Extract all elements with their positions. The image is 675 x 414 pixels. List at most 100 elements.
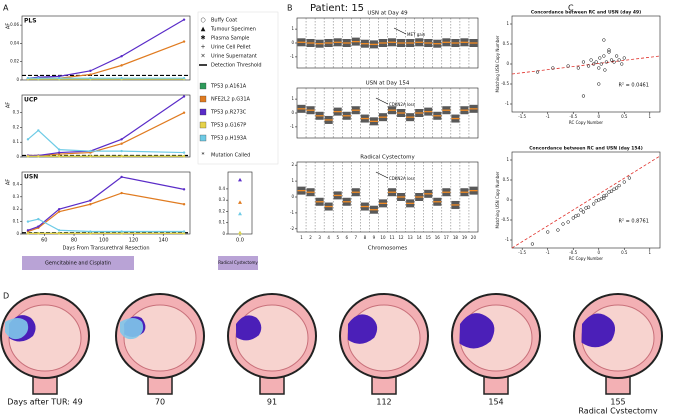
legend-label: TP53 p.A161A <box>210 84 247 90</box>
chart-title: PLS <box>24 18 37 25</box>
data-point <box>612 60 616 64</box>
y-axis-label: Matching USN Copy Number <box>495 35 500 92</box>
x-tick-label: 0.0 <box>236 238 244 244</box>
data-point <box>89 199 92 202</box>
data-point <box>26 138 30 141</box>
x-tick-label: -0.5 <box>569 250 577 255</box>
data-point <box>617 183 621 188</box>
y-tick-label: 0 <box>16 77 19 82</box>
data-point <box>566 64 570 68</box>
y-axis-label: AF <box>6 179 12 185</box>
data-point <box>579 208 583 212</box>
chart-title: Concordance between RC and USN (day 154) <box>529 146 643 152</box>
data-point <box>238 230 242 235</box>
treatment-bar <box>22 256 134 270</box>
y-tick-label: 1 <box>506 157 509 162</box>
data-point <box>602 196 606 200</box>
legend-label: Mutation Called <box>211 153 250 159</box>
y-tick-label: -0.5 <box>501 217 509 222</box>
x-tick-label: -1.5 <box>518 114 526 119</box>
series-line <box>27 176 185 231</box>
data-point <box>581 60 586 64</box>
data-point <box>37 129 40 132</box>
data-point <box>120 175 123 179</box>
y-tick-label: -1 <box>290 54 294 59</box>
y-tick-label: -0.5 <box>501 81 509 86</box>
panel-label: A <box>3 4 9 13</box>
series-line <box>27 192 185 233</box>
time-caption: Radical Cystectomy <box>578 407 657 414</box>
x-tick-label: 120 <box>129 238 139 244</box>
data-point <box>182 111 186 114</box>
series-line <box>27 112 185 157</box>
data-point <box>238 211 242 216</box>
chart-title: USN at Day 154 <box>366 81 410 87</box>
data-point <box>612 187 616 191</box>
data-point <box>57 229 61 232</box>
data-point <box>57 76 61 80</box>
data-point <box>89 203 92 206</box>
x-tick-label: 7 <box>355 235 358 240</box>
y-tick-label: 1 <box>291 26 294 31</box>
legend-box <box>197 11 279 165</box>
x-axis-label: RC Copy Number <box>569 120 603 125</box>
bladder <box>451 293 541 395</box>
legend-swatch <box>199 134 207 142</box>
data-point <box>238 177 242 182</box>
x-tick-label: 6 <box>346 235 349 240</box>
legend-label: Urine Cell Pellet <box>211 45 251 51</box>
y-axis-label: Matching USN Copy Number <box>495 171 500 228</box>
x-tick-label: 2 <box>309 235 312 240</box>
data-point <box>57 232 61 235</box>
y-tick-label: 0.3 <box>13 110 20 115</box>
data-point <box>182 188 186 191</box>
legend-symbol: ○ <box>200 17 205 24</box>
legend-symbol: ▲ <box>201 26 206 33</box>
data-point <box>602 38 606 42</box>
tumour-purple <box>459 313 495 349</box>
x-tick-label: 15 <box>426 235 432 240</box>
y-tick-label: 0 <box>291 194 294 199</box>
data-point <box>592 202 596 206</box>
plot-frame <box>21 94 191 158</box>
legend-symbol: + <box>200 44 205 51</box>
x-tick-label: 20 <box>471 235 477 240</box>
data-point <box>182 232 186 235</box>
y-tick-label: 0.5 <box>503 41 510 46</box>
y-tick-label: 1 <box>291 178 294 183</box>
data-point <box>182 230 186 233</box>
data-point <box>37 155 40 158</box>
legend-swatch <box>199 95 207 103</box>
y-tick-label: 1 <box>291 96 294 101</box>
y-tick-label: 0 <box>291 40 294 45</box>
data-point <box>120 149 123 153</box>
fit-line <box>511 55 661 75</box>
y-tick-label: 0 <box>506 197 509 202</box>
data-point <box>182 203 186 206</box>
data-point <box>26 220 30 223</box>
data-point <box>89 69 92 73</box>
data-point <box>26 76 30 80</box>
legend-label: Tumour Specimen <box>210 27 256 33</box>
bladder <box>227 293 317 395</box>
y-tick-label: -1 <box>505 101 509 106</box>
x-tick-label: -0.5 <box>569 114 577 119</box>
plot-frame <box>21 15 191 81</box>
data-point <box>598 56 602 60</box>
x-tick-label: 10 <box>380 235 386 240</box>
legend-label: TP53 p.H193A <box>210 136 247 142</box>
data-point <box>37 232 40 235</box>
data-point <box>561 222 565 226</box>
y-tick-label: -1 <box>290 210 294 215</box>
r-squared: R² = 0.8761 <box>619 219 649 225</box>
tumour-purple <box>581 313 616 348</box>
legend-swatch <box>199 82 207 90</box>
y-tick-label: 0.3 <box>219 197 226 202</box>
y-tick-label: 0.4 <box>219 186 226 191</box>
x-tick-label: 8 <box>364 235 367 240</box>
series-line <box>27 19 185 79</box>
data-point <box>37 76 40 80</box>
plot-frame <box>511 15 661 113</box>
y-tick-label: 0.4 <box>13 181 20 186</box>
data-point <box>57 75 61 78</box>
